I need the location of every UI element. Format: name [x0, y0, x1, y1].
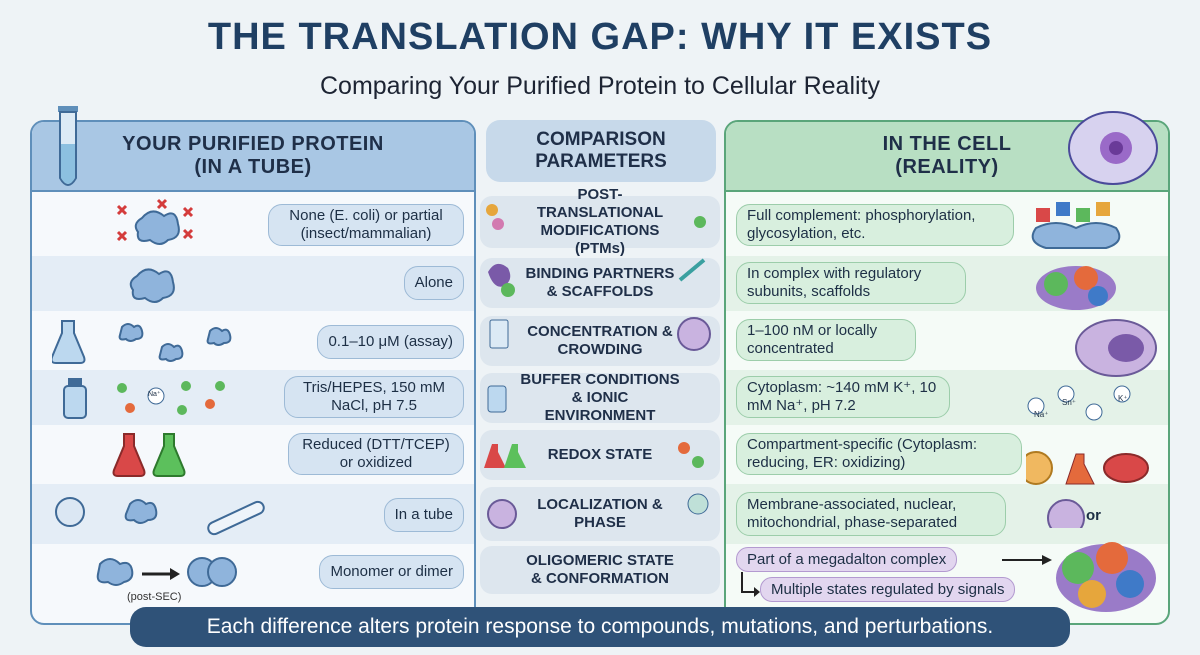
tube-row-binding: Alone [32, 256, 474, 311]
page-subtitle: Comparing Your Purified Protein to Cellu… [319, 72, 880, 100]
parameter-icons [484, 204, 711, 529]
test-tube-icon [58, 106, 78, 186]
param-localization: LOCALIZATION & PHASE [480, 487, 720, 541]
tube-ptm-pill: None (E. coli) or partial (insect/mammal… [268, 204, 464, 246]
cell-concentration-pill: 1–100 nM or locally concentrated [736, 319, 916, 361]
comparison-header: COMPARISON PARAMETERS [486, 120, 716, 182]
tube-header-line1: YOUR PURIFIED PROTEIN [122, 133, 384, 155]
param-binding: BINDING PARTNERS & SCAFFOLDS [480, 258, 720, 308]
tube-binding-pill: Alone [403, 266, 464, 300]
tube-concentration-pill: 0.1–10 μM (assay) [317, 325, 464, 359]
cell-ptm-pill: Full complement: phosphorylation, glycos… [736, 204, 1014, 246]
redox-flasks-icon [112, 433, 186, 477]
multiple-states-pill: Multiple states regulated by signals [760, 577, 1016, 602]
tube-row-buffer: Tris/HEPES, 150 mM NaCl, pH 7.5 [32, 370, 474, 425]
cell-redox-pill: Compartment-specific (Cytoplasm: reducin… [736, 433, 1022, 475]
cell-k-ion-label: K⁺ [1118, 394, 1128, 403]
post-sec-label: (post-SEC) [127, 591, 182, 603]
param-redox: REDOX STATE [480, 430, 720, 480]
tube-panel-header: YOUR PURIFIED PROTEIN (IN A TUBE) [32, 122, 474, 192]
cell-sn-ion-label: Sn⁺ [1062, 398, 1077, 407]
cell-buffer-pill: Cytoplasm: ~140 mM K⁺, 10 mM Na⁺, pH 7.2 [736, 376, 950, 418]
cell-icon [1068, 111, 1158, 185]
buffer-bottle-ions-icon [63, 378, 225, 419]
cell-localization-pill: Membrane-associated, nuclear, mitochondr… [736, 492, 1006, 536]
tube-localization-icon [55, 497, 265, 536]
tube-panel: YOUR PURIFIED PROTEIN (IN A TUBE) None (E… [30, 120, 476, 625]
complex-arrows-icon [741, 555, 1052, 597]
param-oligomer: OLIGOMERIC STATE & CONFORMATION [480, 546, 720, 594]
lone-protein-icon [129, 268, 175, 303]
cell-row-localization: Membrane-associated, nuclear, mitochondr… [726, 484, 1168, 544]
footer-banner: Each difference alters protein response … [130, 607, 1070, 647]
megadalton-complex-icon [1056, 542, 1156, 612]
monomer-to-dimer-icon [96, 557, 237, 587]
param-concentration: CONCENTRATION & CROWDING [480, 316, 720, 366]
param-ptm: POST-TRANSLATIONAL MODIFICATIONS (PTMs) [480, 186, 720, 257]
tube-row-ptm: None (E. coli) or partial (insect/mammal… [32, 194, 474, 249]
tube-localization-pill: In a tube [383, 498, 464, 532]
cell-row-buffer: Cytoplasm: ~140 mM K⁺, 10 mM Na⁺, pH 7.2 [726, 370, 1168, 425]
cell-na-ion-label: Na⁺ [1034, 410, 1049, 419]
comparison-header-line2: PARAMETERS [535, 151, 667, 172]
unmodified-protein-icon [116, 198, 194, 245]
dilute-protein-flask-icon [52, 320, 232, 364]
tube-na-ion-label: Na⁺ [148, 391, 161, 398]
cell-header-line2: (REALITY) [895, 156, 999, 178]
tube-oligomer-pill: Monomer or dimer [319, 555, 464, 589]
cell-header-line1: IN THE CELL [882, 133, 1012, 155]
cellular-reality-icons [1026, 202, 1157, 528]
tube-row-oligomer: Monomer or dimer [32, 547, 474, 607]
tube-row-redox: Reduced (DTT/TCEP) or oxidized [32, 427, 474, 482]
tube-header-line2: (IN A TUBE) [194, 156, 312, 178]
or-label: or [1086, 507, 1101, 524]
param-buffer: BUFFER CONDITIONS & IONIC ENVIRONMENT [480, 371, 720, 424]
cell-row-redox: Compartment-specific (Cytoplasm: reducin… [726, 427, 1168, 482]
megadalton-complex-pill: Part of a megadalton complex [736, 547, 958, 572]
cell-row-concentration: 1–100 nM or locally concentrated [726, 313, 1168, 368]
tube-row-concentration: 0.1–10 μM (assay) [32, 313, 474, 368]
cell-binding-pill: In complex with regulatory subunits, sca… [736, 262, 966, 304]
cell-panel: IN THE CELL (REALITY) Full complement: ph… [724, 120, 1170, 625]
cell-row-ptm: Full complement: phosphorylation, glycos… [726, 194, 1168, 249]
page-title: THE TRANSLATION GAP: WHY IT EXISTS [207, 16, 993, 58]
comparison-header-line1: COMPARISON [536, 129, 666, 150]
tube-buffer-pill: Tris/HEPES, 150 mM NaCl, pH 7.5 [284, 376, 464, 418]
tube-redox-pill: Reduced (DTT/TCEP) or oxidized [288, 433, 464, 475]
